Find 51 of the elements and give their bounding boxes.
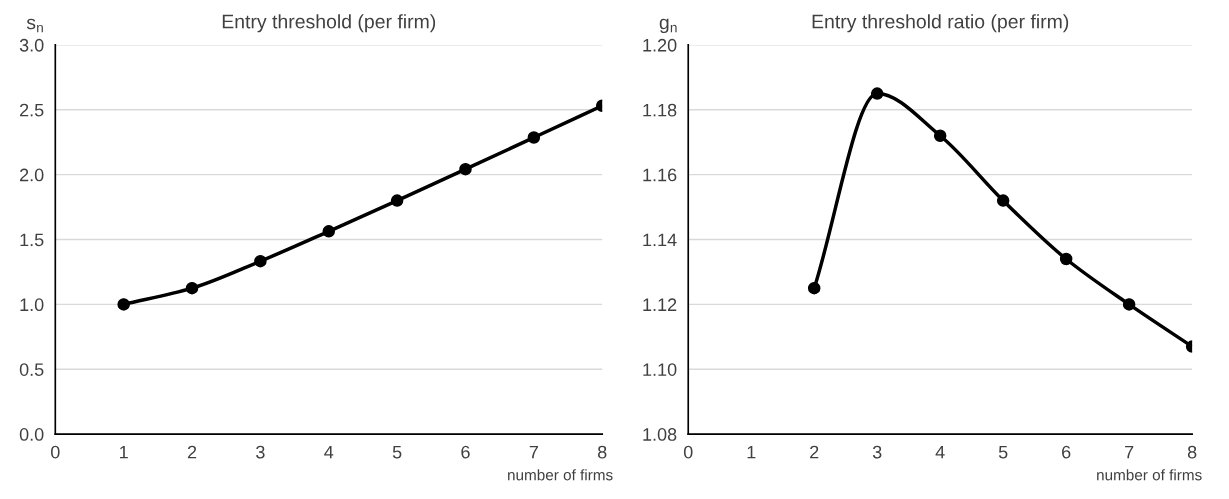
x-tick-label: 1 (120, 445, 128, 459)
y-tick-label: 1.20 (643, 38, 677, 52)
y-tick-label: 1.14 (643, 233, 677, 247)
x-tick-label: 8 (1187, 445, 1197, 459)
x-tick-label: 2 (187, 445, 197, 459)
x-tick-label: 7 (1125, 445, 1134, 459)
x-tick-label: 5 (998, 445, 1008, 459)
y-tick-label: 2.5 (20, 103, 44, 117)
point (807, 281, 821, 295)
y-tick-label: 1.18 (643, 103, 677, 117)
x-tick-label: 7 (529, 445, 538, 459)
x-tick-label: 4 (935, 445, 945, 459)
point (185, 281, 199, 295)
point (459, 162, 472, 176)
x-tick-label: 3 (256, 445, 265, 459)
chart-title: Entry threshold ratio (per firm) (812, 14, 1069, 33)
point (1059, 252, 1073, 266)
x-tick-label: 3 (872, 445, 882, 459)
y-tick-label: 1.10 (643, 363, 677, 376)
x-tick-label: 6 (1062, 445, 1071, 459)
point (390, 194, 404, 207)
x-tick-label: 8 (597, 445, 607, 459)
y-axis-title: g$_{n}$ (659, 18, 677, 34)
point (527, 131, 541, 144)
point (1122, 298, 1136, 311)
y-tick-label: 0.0 (19, 428, 44, 441)
x-tick-label: 0 (683, 445, 693, 459)
point (322, 225, 336, 238)
y-tick-label: 1.0 (20, 298, 44, 312)
x-axis-title: number of firms (508, 469, 613, 481)
point (870, 87, 884, 100)
x-tick-label: 4 (324, 445, 334, 459)
chart-title: Entry threshold (per firm) (222, 14, 436, 33)
y-tick-label: 1.5 (20, 233, 44, 247)
point (996, 194, 1010, 207)
x-tick-label: 2 (810, 445, 819, 459)
x-tick-label: 1 (747, 445, 756, 459)
y-tick-label: 2.0 (20, 168, 44, 182)
y-tick-label: 0.5 (19, 363, 44, 376)
y-tick-label: 1.16 (643, 168, 677, 182)
point (254, 254, 267, 268)
point (117, 298, 130, 311)
point (933, 129, 947, 142)
y-tick-label: 1.08 (643, 428, 677, 441)
x-axis-title: number of firms (1097, 469, 1202, 481)
x-tick-label: 5 (392, 445, 402, 459)
y-tick-label: 1.12 (643, 298, 677, 311)
x-tick-label: 0 (50, 445, 60, 459)
y-tick-label: 3.0 (19, 38, 44, 52)
y-axis-title: s$_{n}$ (26, 18, 43, 33)
x-tick-label: 6 (461, 445, 470, 459)
